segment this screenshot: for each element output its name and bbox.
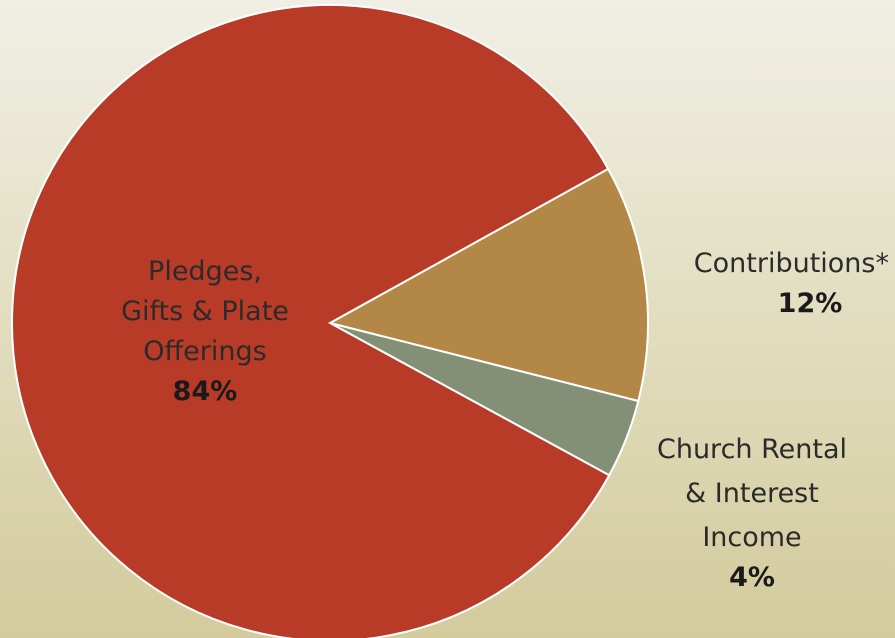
slice-label-contributions: Contributions* 12% [694,248,889,319]
pledges-label-line-3: Offerings [143,336,266,367]
pledges-label-line-2: Gifts & Plate [121,296,289,327]
slice-label-rental: Church Rental & Interest Income 4% [657,434,847,593]
slice-label-pledges: Pledges, Gifts & Plate Offerings 84% [121,256,289,407]
rental-percent-label: 4% [729,562,775,593]
contributions-percent-label: 12% [778,288,843,319]
pledges-label-line-1: Pledges, [148,256,262,287]
contributions-label: Contributions* [694,248,889,279]
rental-label-line-3: Income [702,522,801,553]
rental-label-line-1: Church Rental [657,434,847,465]
pie-slice-pledges [11,4,611,638]
pledges-percent-label: 84% [173,376,238,407]
pie-slices [11,4,649,638]
rental-label-line-2: & Interest [685,478,819,509]
